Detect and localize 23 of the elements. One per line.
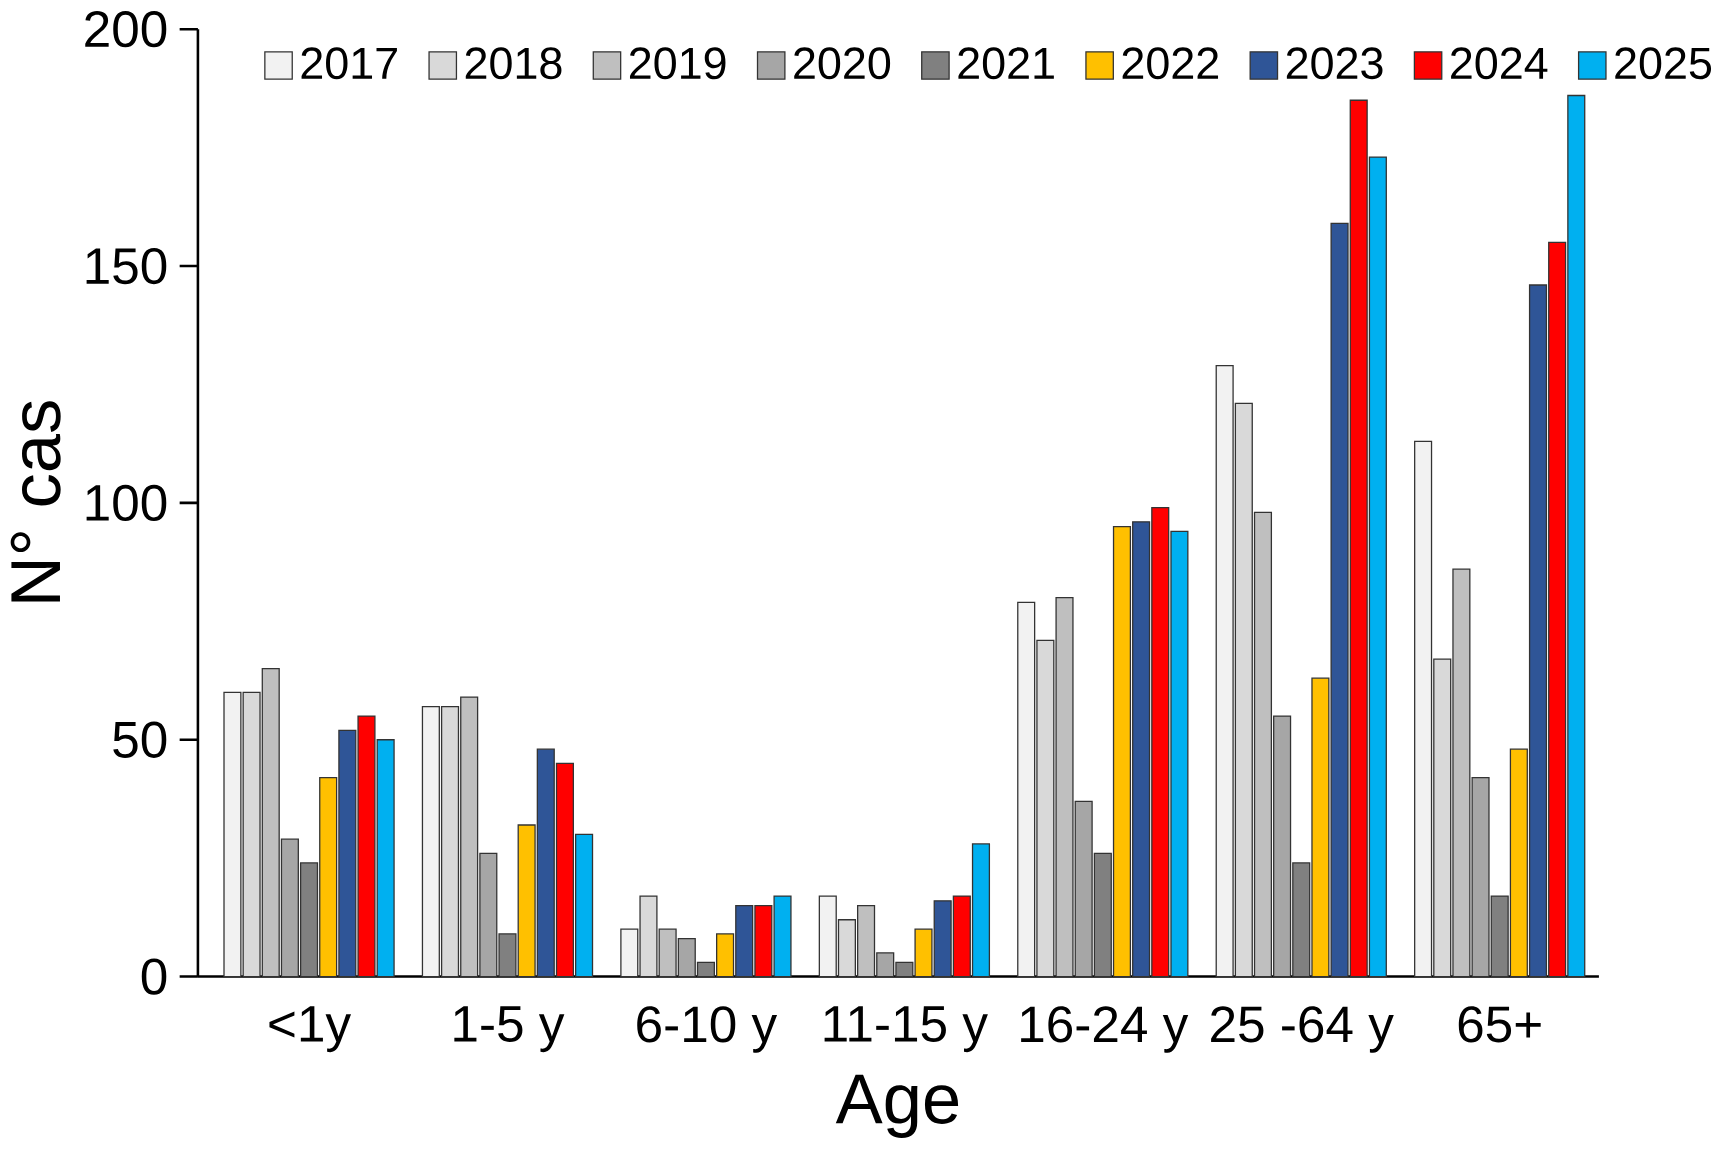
- legend-label: 2019: [629, 47, 726, 80]
- legend-label: 2021: [958, 47, 1054, 80]
- y-tick-label: 50: [113, 721, 167, 759]
- x-tick-label: 1-5 y: [454, 1006, 565, 1053]
- x-tick-label: 6-10 y: [637, 1006, 778, 1053]
- x-tick-label: 16-24 y: [1021, 1006, 1189, 1053]
- legend-label: 2017: [301, 47, 397, 80]
- y-tick-label: 200: [85, 11, 167, 48]
- legend-label: 2020: [794, 47, 891, 80]
- legend-label: 2018: [465, 47, 562, 80]
- x-tick-label: 65+: [1458, 1006, 1541, 1043]
- x-axis-title: Age: [835, 1074, 959, 1139]
- legend-label: 2022: [1122, 47, 1219, 80]
- legend-label: 2023: [1286, 47, 1383, 80]
- legend-label: 2024: [1451, 47, 1548, 80]
- legend-label: 2025: [1615, 47, 1712, 80]
- y-tick-label: 0: [141, 958, 167, 995]
- x-tick-label: 25 -64 y: [1211, 1006, 1394, 1053]
- y-tick-label: 150: [86, 248, 167, 285]
- x-tick-label: <1y: [269, 1006, 352, 1053]
- y-tick-label: 100: [86, 484, 167, 522]
- y-axis-title: N° cas: [10, 401, 61, 602]
- x-tick-label: 11-15 y: [824, 1006, 988, 1053]
